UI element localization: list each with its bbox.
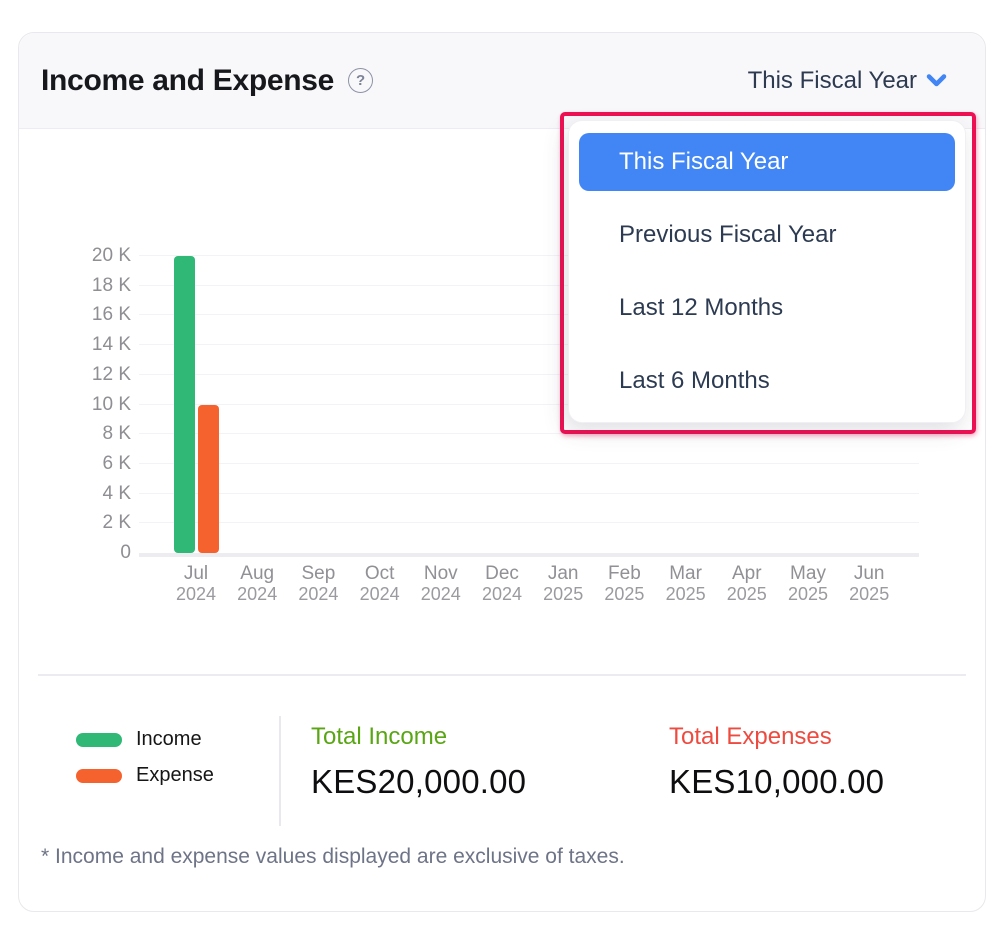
month-label: Apr <box>732 563 762 584</box>
month-label: Jun <box>853 563 885 584</box>
y-axis-tick-label: 14 K <box>91 334 131 356</box>
dropdown-item-last-12-months[interactable]: Last 12 Months <box>619 294 784 321</box>
help-icon[interactable]: ? <box>348 68 374 93</box>
tax-disclaimer-note: * Income and expense values displayed ar… <box>41 845 625 868</box>
month-label: Jan <box>547 563 579 584</box>
period-selector[interactable]: This Fiscal Year <box>748 67 947 95</box>
widget-title: Income and Expense <box>41 63 335 97</box>
year-label: 2025 <box>726 584 767 604</box>
y-axis-tick-label: 2 K <box>102 512 131 534</box>
income-bar-jul-2024[interactable] <box>173 256 195 553</box>
x-axis-tick-label: Sep 2024 <box>287 563 349 605</box>
month-label: Nov <box>423 563 458 584</box>
section-divider <box>38 674 966 676</box>
gridline <box>139 344 919 346</box>
x-axis-tick-label: Jan 2025 <box>532 563 594 605</box>
x-axis-tick-label: Feb 2025 <box>593 563 655 605</box>
year-label: 2024 <box>359 584 400 604</box>
x-axis-tick-label: Jul 2024 <box>165 563 227 605</box>
income-swatch <box>76 732 122 747</box>
month-label: Oct <box>364 563 395 584</box>
total-income-block: Total Income KES20,000.00 <box>311 723 526 801</box>
year-label: 2025 <box>849 584 890 604</box>
total-income-label: Total Income <box>311 723 448 750</box>
year-label: 2025 <box>543 584 584 604</box>
gridline <box>139 284 919 286</box>
year-label: 2024 <box>237 584 278 604</box>
x-axis-tick-label: Nov 2024 <box>410 563 472 605</box>
month-label: Dec <box>485 563 519 584</box>
y-axis-tick-label: 18 K <box>91 274 131 296</box>
expense-bar-jul-2024[interactable] <box>197 404 219 553</box>
dropdown-item-previous-fiscal-year[interactable]: Previous Fiscal Year <box>619 221 837 248</box>
chart-legend: Income Expense <box>76 726 214 789</box>
total-expenses-label: Total Expenses <box>669 723 832 750</box>
chevron-down-icon <box>926 74 947 87</box>
total-income-value: KES20,000.00 <box>311 763 527 800</box>
gridline <box>139 492 919 494</box>
year-label: 2024 <box>420 584 461 604</box>
gridline <box>139 462 919 464</box>
x-axis-tick-label: Apr 2025 <box>716 563 778 605</box>
y-axis-tick-label: 12 K <box>91 363 131 385</box>
legend-label: Income <box>136 728 202 750</box>
x-axis-tick-label: May 2025 <box>777 563 839 605</box>
month-label: May <box>790 563 826 584</box>
year-label: 2024 <box>175 584 217 604</box>
x-axis-line <box>139 553 919 557</box>
gridline <box>139 522 919 524</box>
y-axis-tick-label: 8 K <box>102 423 131 445</box>
x-axis-tick-label: Dec 2024 <box>471 563 533 605</box>
x-axis-tick-label: Mar 2025 <box>655 563 717 605</box>
gridline <box>139 403 919 405</box>
x-axis-tick-label: Jun 2025 <box>838 563 900 605</box>
dropdown-item-last-6-months[interactable]: Last 6 Months <box>619 367 770 394</box>
x-axis: Jul 2024 Aug 2024 Sep 2024 Oct 2024 Nov 2024 Dec 20… <box>139 563 919 613</box>
x-axis-tick-label: Aug 2024 <box>226 563 288 605</box>
y-axis-tick-label: 4 K <box>102 482 131 504</box>
period-selector-value: This Fiscal Year <box>747 66 917 94</box>
y-axis-tick-label: 16 K <box>91 304 131 326</box>
month-label: Sep <box>301 563 336 584</box>
total-expenses-block: Total Expenses KES10,000.00 <box>669 723 884 801</box>
y-axis-tick-label: 20 K <box>91 245 131 266</box>
period-dropdown-menu: This Fiscal Year Previous Fiscal Year Last… <box>568 120 966 423</box>
year-label: 2025 <box>604 584 645 604</box>
month-label: Aug <box>240 563 275 584</box>
legend-item-income: Income <box>76 726 214 753</box>
year-label: 2024 <box>298 584 339 604</box>
income-expense-chart <box>139 255 919 557</box>
y-axis-tick-label: 10 K <box>91 393 131 415</box>
year-label: 2025 <box>787 584 829 604</box>
widget-header: Income and Expense ? This Fiscal Year <box>19 33 985 129</box>
gridline <box>139 255 919 256</box>
year-label: 2024 <box>481 584 523 604</box>
month-label: Mar <box>669 563 702 584</box>
month-label: Jul <box>183 563 209 584</box>
legend-label: Expense <box>136 764 214 786</box>
gridline <box>139 314 919 316</box>
dropdown-item-this-fiscal-year[interactable]: This Fiscal Year <box>579 133 955 191</box>
annotation-highlight-box: This Fiscal Year Previous Fiscal Year Last… <box>560 112 976 434</box>
y-axis: 0 2 K 4 K 6 K 8 K 10 K 12 K 14 K 16 K 18 K 20 K <box>51 33 131 593</box>
total-expenses-value: KES10,000.00 <box>669 763 885 800</box>
expense-swatch <box>76 768 122 783</box>
legend-divider <box>279 716 281 826</box>
gridline <box>139 433 919 435</box>
y-axis-tick-label: 6 K <box>102 452 131 474</box>
month-label: Feb <box>608 563 641 584</box>
year-label: 2025 <box>665 584 706 604</box>
y-axis-tick-label: 0 <box>120 542 131 563</box>
gridline <box>139 373 919 375</box>
legend-item-expense: Expense <box>76 762 214 789</box>
x-axis-tick-label: Oct 2024 <box>349 563 411 605</box>
